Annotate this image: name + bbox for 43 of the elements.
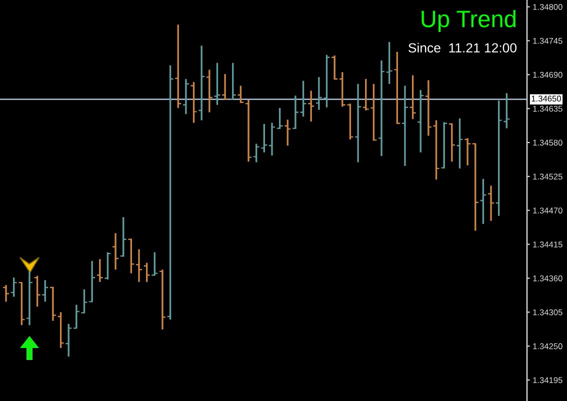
candlestick bbox=[410, 74, 416, 120]
y-tick-label: 1.34415 bbox=[533, 242, 562, 248]
y-tick-label: 1.34360 bbox=[533, 275, 562, 282]
y-tick-label: 1.34195 bbox=[533, 377, 562, 384]
y-tick-label: 1.34470 bbox=[533, 208, 562, 214]
y-tick-label: 1.34305 bbox=[533, 309, 562, 316]
candlestick bbox=[456, 118, 463, 170]
candlestick bbox=[300, 80, 306, 118]
candlestick bbox=[3, 284, 9, 303]
y-tick-label: 1.34250 bbox=[533, 343, 562, 350]
candlestick bbox=[136, 248, 142, 283]
ref-line-label: 1.34650 bbox=[532, 96, 561, 102]
candlestick bbox=[253, 142, 260, 164]
y-tick-label: 1.34800 bbox=[533, 4, 562, 10]
candlestick bbox=[464, 137, 471, 166]
candlestick bbox=[73, 304, 80, 330]
candlestick bbox=[112, 232, 119, 270]
candlestick bbox=[292, 94, 298, 130]
y-tick-label: 1.34635 bbox=[533, 106, 562, 112]
candlestick bbox=[81, 288, 88, 314]
y-tick-label: 1.34525 bbox=[533, 174, 562, 180]
candlestick bbox=[89, 260, 96, 303]
candlestick bbox=[152, 251, 158, 276]
candlestick bbox=[261, 123, 268, 154]
y-tick-label: 1.34580 bbox=[533, 140, 562, 146]
candlestick bbox=[386, 41, 392, 85]
y-tick-label: 1.34745 bbox=[533, 38, 562, 44]
candlestick bbox=[230, 62, 236, 101]
candlestick bbox=[144, 262, 150, 283]
candlestick bbox=[34, 274, 40, 308]
candlestick bbox=[480, 178, 486, 225]
text: Since 11.21 12:00 bbox=[408, 42, 516, 53]
y-tick-label: 1.34690 bbox=[533, 72, 562, 78]
candlestick bbox=[418, 89, 424, 154]
candlestick bbox=[222, 73, 228, 101]
candlestick bbox=[214, 62, 220, 106]
candlestick bbox=[402, 84, 408, 167]
candlestick bbox=[362, 78, 369, 112]
chart-title: Up Trend bbox=[422, 10, 516, 32]
candlestick bbox=[488, 184, 494, 222]
candlestick bbox=[276, 107, 283, 130]
candlestick bbox=[238, 84, 244, 104]
candlestick bbox=[66, 323, 72, 358]
